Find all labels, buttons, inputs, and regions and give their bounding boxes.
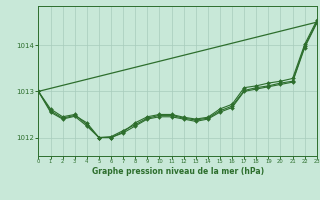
X-axis label: Graphe pression niveau de la mer (hPa): Graphe pression niveau de la mer (hPa) — [92, 167, 264, 176]
